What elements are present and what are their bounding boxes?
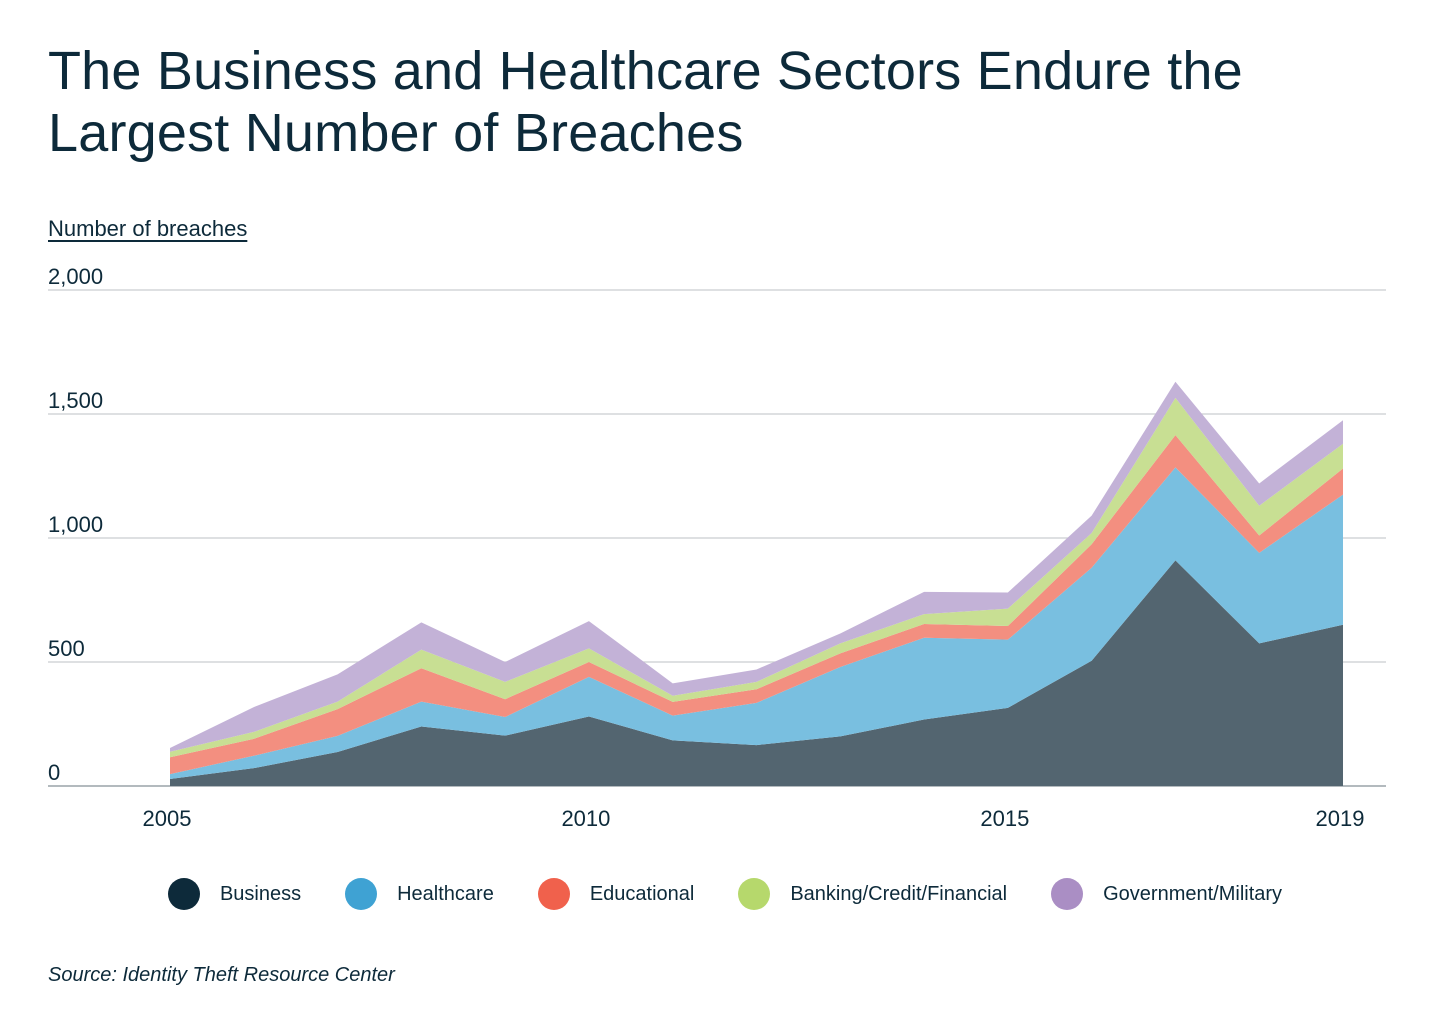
y-tick-label: 2,000 xyxy=(48,264,103,289)
legend-label: Government/Military xyxy=(1103,882,1283,905)
area-banking-credit-financial xyxy=(170,397,1343,758)
area-business xyxy=(170,560,1343,786)
x-tick-label: 2010 xyxy=(561,806,610,831)
area-government-military xyxy=(170,381,1343,752)
area-healthcare xyxy=(170,467,1343,780)
legend-item-business: Business xyxy=(167,878,302,910)
legend-label: Healthcare xyxy=(397,882,494,905)
chart-title: The Business and Healthcare Sectors Endu… xyxy=(48,41,1243,163)
x-tick-label: 2015 xyxy=(980,806,1029,831)
x-tick-labels: 2005 2010 2015 2019 xyxy=(143,806,1365,831)
legend-label: Educational xyxy=(589,882,695,905)
y-tick-labels: 0 500 1,000 1,500 2,000 xyxy=(48,264,103,785)
legend-label: Banking/Credit/Financial xyxy=(790,882,1008,905)
legend-swatch xyxy=(1051,878,1084,910)
y-tick-label: 1,500 xyxy=(48,388,103,413)
legend-swatch xyxy=(738,878,771,910)
y-tick-label: 500 xyxy=(48,636,85,661)
source-note: Source: Identity Theft Resource Center xyxy=(48,964,395,986)
legend-label: Business xyxy=(219,882,302,905)
area-series xyxy=(170,381,1343,786)
x-tick-label: 2019 xyxy=(1316,806,1365,831)
stacked-area-chart: 0 500 1,000 1,500 2,000 2005 2010 2015 2019 xyxy=(48,264,1386,831)
y-tick-label: 1,000 xyxy=(48,512,103,537)
legend-swatch xyxy=(537,878,570,910)
legend-item-educational: Educational xyxy=(537,878,695,910)
legend-item-healthcare: Healthcare xyxy=(345,878,494,910)
area-educational xyxy=(170,435,1343,775)
y-tick-label: 0 xyxy=(48,760,60,785)
legend-item-banking: Banking/Credit/Financial xyxy=(738,878,1007,910)
legend: Business Healthcare Educational Banking/… xyxy=(0,878,1450,910)
legend-swatch xyxy=(345,878,378,910)
x-tick-label: 2005 xyxy=(143,806,192,831)
legend-swatch xyxy=(167,878,200,910)
legend-item-government: Government/Military xyxy=(1051,878,1282,910)
y-axis-label: Number of breaches xyxy=(48,216,248,241)
